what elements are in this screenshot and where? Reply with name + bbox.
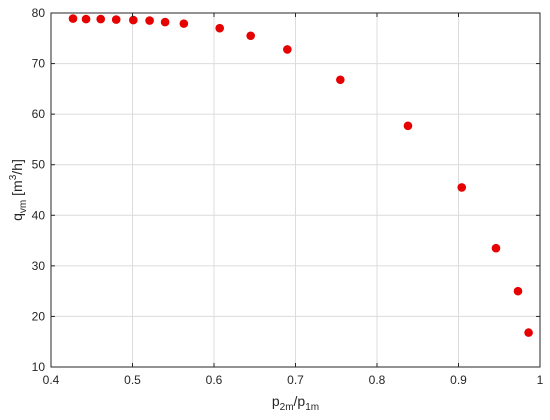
data-point (513, 286, 523, 296)
y-tick-label: 40 (32, 208, 46, 222)
data-point (457, 183, 467, 192)
x-tick-label: 0.5 (124, 373, 141, 387)
x-axis-label-main: p (272, 393, 280, 409)
data-point (81, 14, 91, 24)
x-tick-label: 1 (537, 373, 544, 387)
y-tick-label: 80 (32, 6, 46, 20)
y-axis-label-sub: vm (18, 200, 29, 213)
data-points (68, 14, 533, 337)
y-axis-label-main: q (9, 213, 25, 221)
y-axis-label: qvm [m3/h] (8, 159, 29, 221)
y-ticks: 10 20 30 40 50 60 70 80 (32, 6, 540, 374)
data-point (111, 15, 121, 24)
x-tick-label: 0.4 (43, 373, 60, 387)
x-tick-label: 0.9 (450, 373, 467, 387)
y-tick-label: 70 (32, 57, 46, 71)
data-point (68, 14, 78, 23)
data-point (145, 16, 154, 25)
data-point (524, 328, 533, 337)
data-point (491, 243, 501, 253)
x-tick-label: 0.7 (287, 373, 304, 387)
x-tick-label: 0.6 (206, 373, 223, 387)
data-point (179, 19, 189, 28)
x-axis-label: p2m/p1m (272, 393, 319, 413)
data-point (215, 23, 225, 33)
y-tick-label: 20 (32, 309, 46, 323)
data-point (336, 75, 345, 85)
x-tick-label: 0.8 (369, 373, 386, 387)
data-point (96, 14, 106, 24)
y-tick-label: 10 (32, 360, 46, 374)
y-tick-label: 50 (32, 158, 46, 172)
data-point (403, 121, 413, 131)
y-tick-label: 60 (32, 107, 46, 121)
y-axis-label-unit-open: [m (9, 180, 25, 199)
data-point (160, 17, 170, 27)
data-point (129, 15, 138, 25)
x-axis-label-sub1: 2m (280, 402, 294, 413)
x-axis-label-sep: /p (294, 393, 306, 409)
data-point (283, 45, 292, 54)
y-axis-label-sup: 3 (8, 174, 19, 180)
y-tick-label: 30 (32, 259, 46, 273)
data-point (246, 31, 255, 41)
y-axis-label-unit-close: /h] (9, 159, 25, 175)
x-ticks: 0.4 0.5 0.6 0.7 0.8 0.9 1 (43, 13, 544, 387)
x-axis-label-sub2: 1m (305, 402, 319, 413)
